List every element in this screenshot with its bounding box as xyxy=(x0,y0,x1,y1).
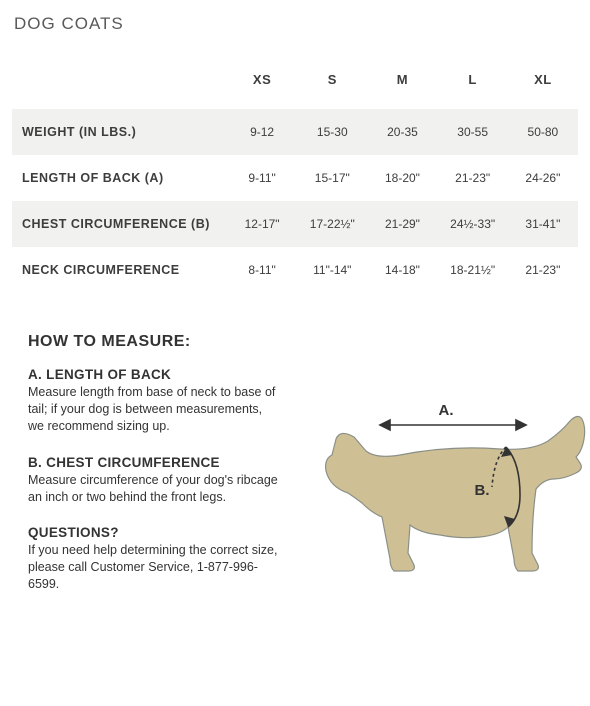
size-row: WEIGHT (IN LBS.) 9-12 15-30 20-35 30-55 … xyxy=(12,109,578,155)
size-cell: 24½-33" xyxy=(438,201,508,247)
col-header: L xyxy=(438,52,508,109)
how-to-measure-section: HOW TO MEASURE: A. LENGTH OF BACK Measur… xyxy=(12,333,578,593)
col-header: XS xyxy=(227,52,297,109)
row-label: NECK CIRCUMFERENCE xyxy=(12,247,227,293)
howto-heading-a: A. LENGTH OF BACK xyxy=(28,367,316,382)
size-cell: 21-29" xyxy=(367,201,437,247)
row-label: WEIGHT (IN LBS.) xyxy=(12,109,227,155)
size-cell: 9-12 xyxy=(227,109,297,155)
size-cell: 15-30 xyxy=(297,109,367,155)
size-cell: 24-26" xyxy=(508,155,578,201)
page-title: DOG COATS xyxy=(14,14,578,34)
diagram-label-a: A. xyxy=(439,402,454,419)
dog-diagram: A. B. xyxy=(310,367,590,597)
size-row: CHEST CIRCUMFERENCE (B) 12-17" 17-22½" 2… xyxy=(12,201,578,247)
dog-silhouette-icon xyxy=(326,416,585,571)
size-cell: 14-18" xyxy=(367,247,437,293)
howto-title: HOW TO MEASURE: xyxy=(28,333,316,351)
howto-heading-q: QUESTIONS? xyxy=(28,525,316,540)
diagram-label-b: B. xyxy=(475,482,490,499)
col-header: XL xyxy=(508,52,578,109)
size-cell: 9-11" xyxy=(227,155,297,201)
size-cell: 21-23" xyxy=(508,247,578,293)
size-cell: 50-80 xyxy=(508,109,578,155)
size-row: NECK CIRCUMFERENCE 8-11" 11"-14" 14-18" … xyxy=(12,247,578,293)
howto-body-b: Measure circumference of your dog's ribc… xyxy=(28,472,278,506)
howto-body-q: If you need help determining the correct… xyxy=(28,542,278,593)
howto-body-a: Measure length from base of neck to base… xyxy=(28,384,278,435)
howto-heading-b: B. CHEST CIRCUMFERENCE xyxy=(28,455,316,470)
size-chart-header-row: XS S M L XL xyxy=(12,52,578,109)
size-cell: 8-11" xyxy=(227,247,297,293)
size-cell: 18-20" xyxy=(367,155,437,201)
col-header: M xyxy=(367,52,437,109)
size-cell: 20-35 xyxy=(367,109,437,155)
row-label: LENGTH OF BACK (A) xyxy=(12,155,227,201)
size-cell: 21-23" xyxy=(438,155,508,201)
size-cell: 17-22½" xyxy=(297,201,367,247)
size-cell: 11"-14" xyxy=(297,247,367,293)
size-cell: 18-21½" xyxy=(438,247,508,293)
size-cell: 15-17" xyxy=(297,155,367,201)
size-cell: 31-41" xyxy=(508,201,578,247)
row-label: CHEST CIRCUMFERENCE (B) xyxy=(12,201,227,247)
size-cell: 12-17" xyxy=(227,201,297,247)
measurement-a-arrow-icon xyxy=(380,420,526,430)
size-row: LENGTH OF BACK (A) 9-11" 15-17" 18-20" 2… xyxy=(12,155,578,201)
size-cell: 30-55 xyxy=(438,109,508,155)
size-chart-table: XS S M L XL WEIGHT (IN LBS.) 9-12 15-30 … xyxy=(12,52,578,293)
col-header: S xyxy=(297,52,367,109)
